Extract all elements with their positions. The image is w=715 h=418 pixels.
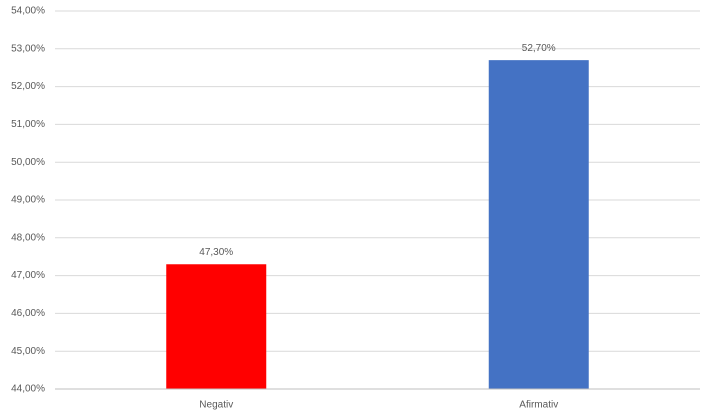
- data-label: 52,70%: [522, 43, 556, 54]
- y-tick-label: 54,00%: [11, 6, 45, 17]
- y-tick-label: 47,00%: [11, 270, 45, 281]
- y-tick-label: 50,00%: [11, 157, 45, 168]
- y-tick-label: 45,00%: [11, 346, 45, 357]
- y-tick-label: 48,00%: [11, 232, 45, 243]
- bar: [166, 264, 267, 389]
- y-tick-label: 49,00%: [11, 195, 45, 206]
- y-tick-label: 46,00%: [11, 308, 45, 319]
- y-tick-label: 53,00%: [11, 43, 45, 54]
- x-tick-label: Afirmativ: [519, 400, 558, 411]
- y-tick-label: 51,00%: [11, 119, 45, 130]
- bar: [488, 60, 589, 389]
- data-label: 47,30%: [199, 247, 233, 258]
- y-tick-label: 52,00%: [11, 81, 45, 92]
- x-tick-label: Negativ: [199, 400, 233, 411]
- y-tick-label: 44,00%: [11, 384, 45, 395]
